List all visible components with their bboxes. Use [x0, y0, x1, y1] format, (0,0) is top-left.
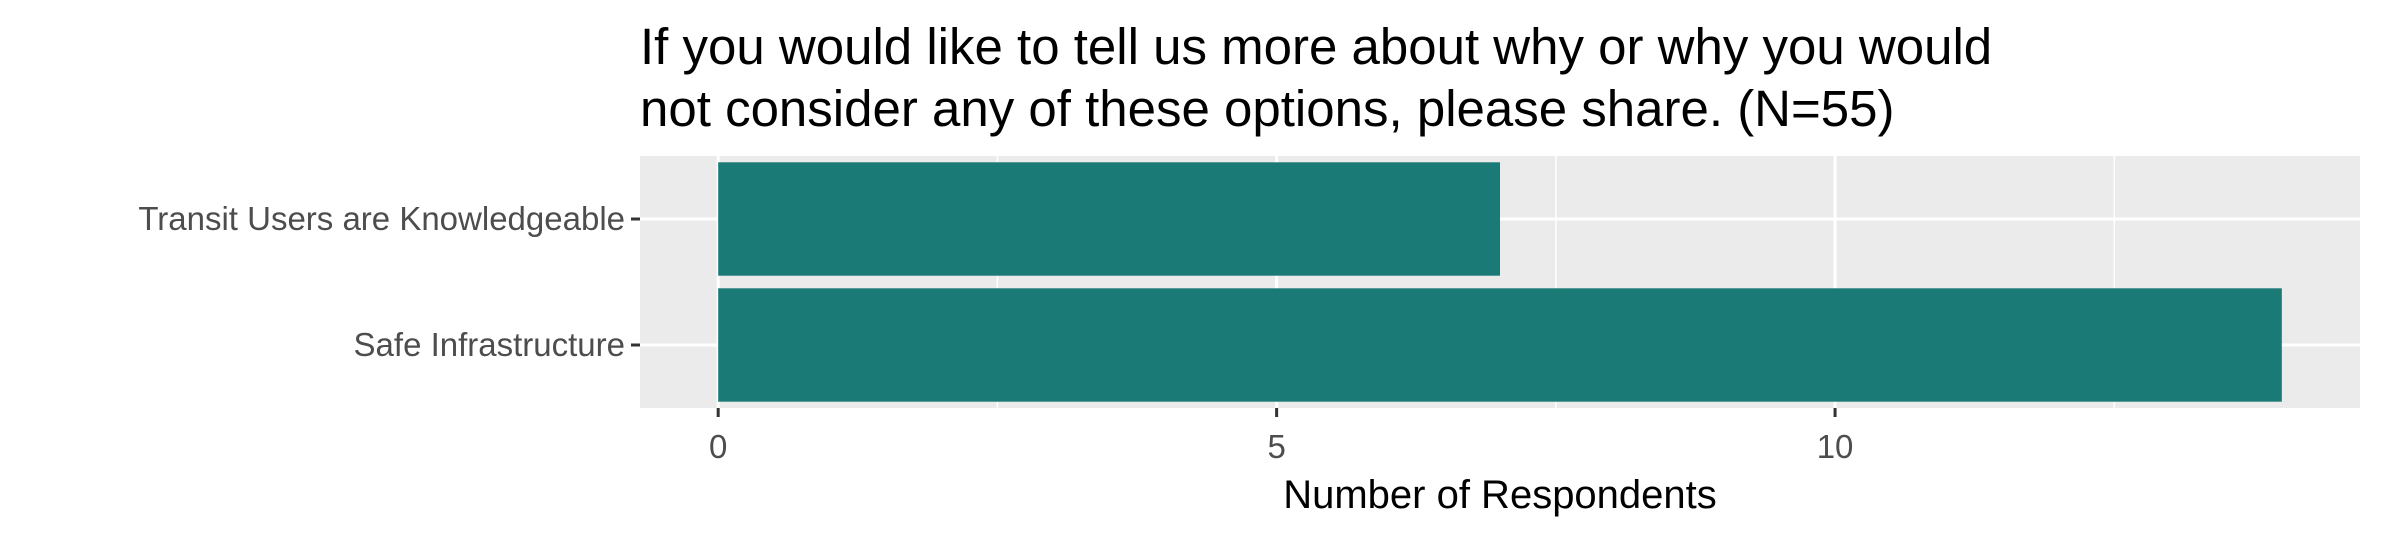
- chart-title-line-2: not consider any of these options, pleas…: [640, 80, 1895, 137]
- x-axis-title: Number of Respondents: [1283, 473, 1717, 517]
- y-tick-label: Safe Infrastructure: [354, 326, 625, 363]
- x-tick-label: 5: [1267, 428, 1285, 465]
- x-tick-label: 0: [709, 428, 727, 465]
- chart-title: If you would like to tell us more about …: [640, 18, 1992, 137]
- bar: [718, 288, 2282, 402]
- y-tick-label: Transit Users are Knowledgeable: [138, 200, 625, 237]
- chart-title-line-1: If you would like to tell us more about …: [640, 18, 1992, 75]
- bars: [718, 162, 2282, 402]
- y-axis: Transit Users are Knowledgeable Safe Infr…: [138, 200, 640, 363]
- x-tick-label: 10: [1817, 428, 1854, 465]
- x-axis: 0 5 10: [709, 408, 1853, 465]
- bar: [718, 162, 1500, 276]
